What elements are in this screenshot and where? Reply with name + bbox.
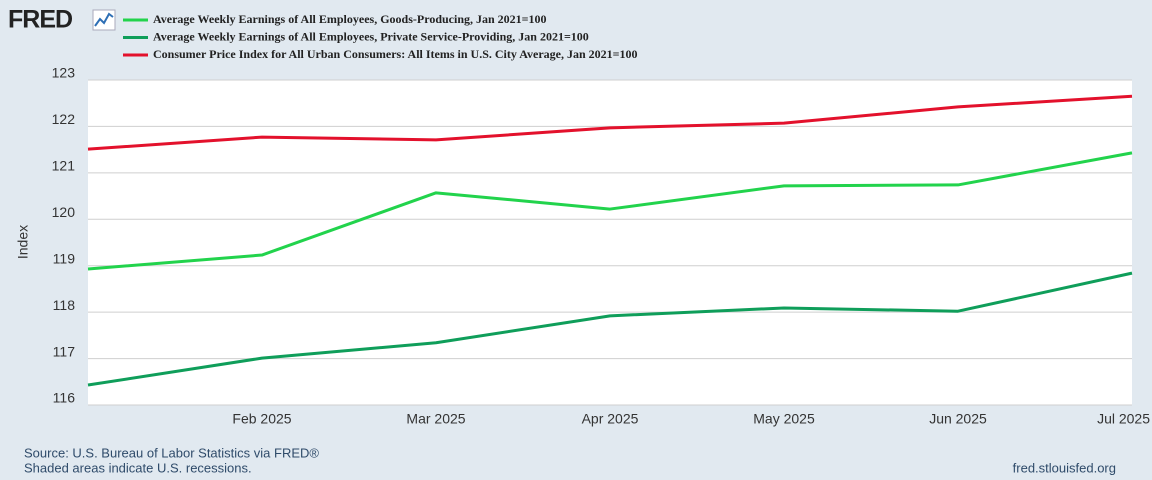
- legend-label[interactable]: Consumer Price Index for All Urban Consu…: [153, 47, 638, 61]
- x-tick-label: Jul 2025: [1097, 411, 1150, 427]
- series-line: [87, 151, 1133, 271]
- x-tick-label: Feb 2025: [232, 411, 291, 427]
- x-tick-label: Apr 2025: [582, 411, 639, 427]
- series-line: [87, 271, 1133, 387]
- y-tick-label: 117: [53, 343, 76, 359]
- y-tick-label: 120: [52, 204, 76, 220]
- plot-area: [88, 80, 1132, 405]
- website: fred.stlouisfed.org: [1013, 460, 1116, 475]
- note: Shaded areas indicate U.S. recessions.: [24, 460, 252, 475]
- x-tick-label: Jun 2025: [929, 411, 987, 427]
- logo: FRED: [8, 6, 72, 34]
- y-tick-label: 122: [52, 111, 76, 127]
- y-tick-label: 116: [53, 390, 76, 406]
- y-tick-label: 119: [53, 250, 76, 266]
- source: Source: U.S. Bureau of Labor Statistics …: [24, 445, 319, 460]
- x-tick-label: May 2025: [753, 411, 815, 427]
- y-tick-label: 118: [53, 297, 76, 313]
- y-axis-label: Index: [15, 225, 31, 259]
- x-tick-label: Mar 2025: [406, 411, 465, 427]
- logo-icon: [92, 9, 116, 31]
- y-tick-label: 123: [52, 65, 76, 81]
- legend-label[interactable]: Average Weekly Earnings of All Employees…: [153, 29, 589, 43]
- legend-label[interactable]: Average Weekly Earnings of All Employees…: [153, 12, 547, 26]
- series-line: [87, 94, 1133, 151]
- y-tick-label: 121: [52, 158, 76, 174]
